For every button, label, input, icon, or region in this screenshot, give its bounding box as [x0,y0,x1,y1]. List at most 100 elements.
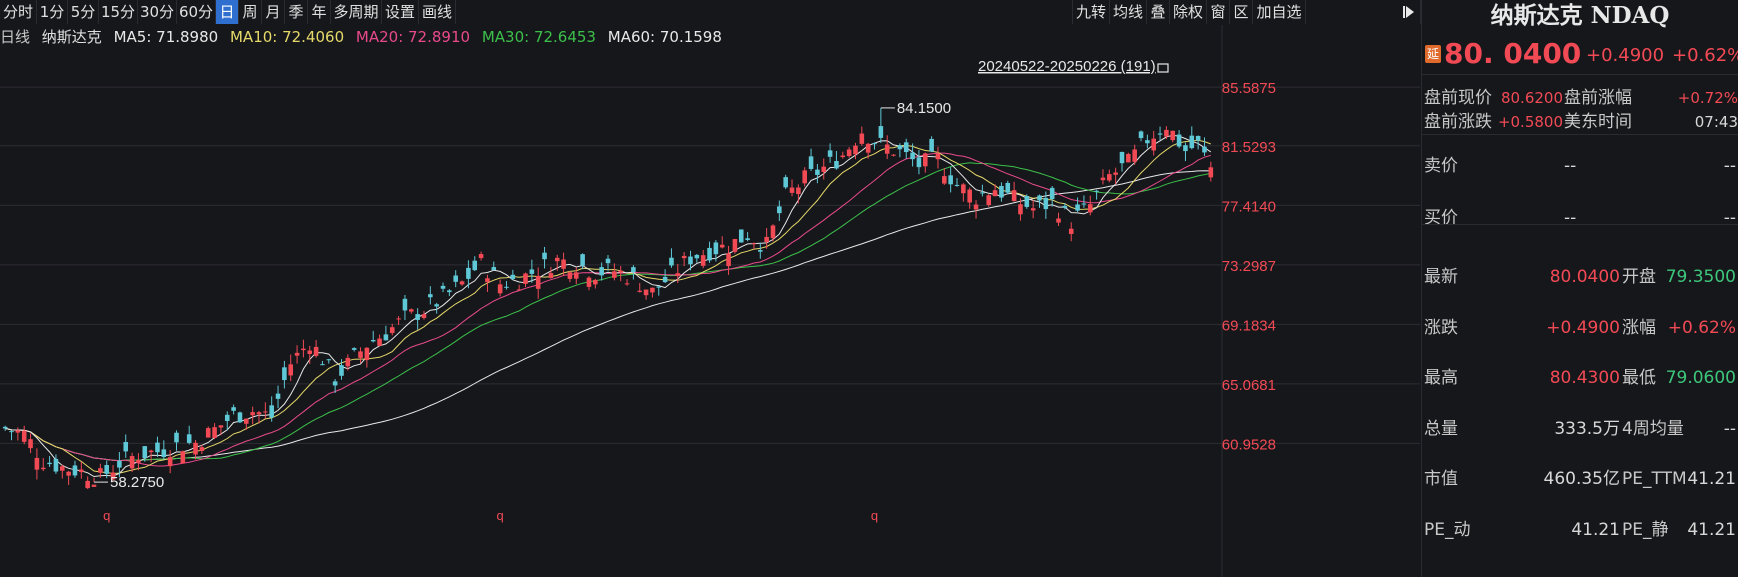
stat-label: 总量 [1424,418,1458,439]
period-tab[interactable]: 季 [285,0,308,24]
ma20-line [5,152,1211,467]
period-tab[interactable]: 多周期 [331,0,382,24]
period-tab[interactable]: 分时 [0,0,37,24]
period-tab[interactable]: 设置 [382,0,419,24]
tool-button[interactable]: 加自选 [1252,0,1306,24]
candle-body [459,281,465,285]
candle-body [535,275,541,289]
candle-body [1100,177,1106,181]
candle-body [79,469,84,473]
candle-body [1005,182,1011,193]
candle-body [656,286,662,288]
max-label: 84.1500 [897,100,951,117]
candle-body [1164,129,1169,137]
candle-body [123,442,129,452]
candle-body [1049,187,1055,200]
candle-body [174,432,179,443]
period-tab[interactable]: 日 [216,0,239,24]
price-change: +0.4900 [1586,45,1665,66]
candle-body [269,405,274,418]
quote-panel: 纳斯达克 NDAQ 延 80. 0400 +0.4900 +0.62% 盘前现价… [1422,0,1738,577]
orderbook-volume: -- [1723,156,1736,176]
period-tab[interactable]: 1分 [37,0,68,24]
premarket-value: 80.6200 [1500,89,1563,107]
candle-body [624,283,630,285]
candle-body [910,152,915,160]
stat-value: 79.3500 [1665,267,1736,287]
candle-body [878,126,884,138]
candle-body [916,157,922,168]
candle-body [1075,204,1080,211]
period-tab[interactable]: 年 [308,0,331,24]
candle-body [199,447,205,451]
period-tab[interactable]: 5分 [68,0,99,24]
divider [1422,224,1738,225]
candle-body [66,471,71,476]
premarket-label: 盘前涨幅 [1564,88,1632,108]
candle-body [986,195,992,206]
period-label: 日线 [0,28,31,46]
premarket-value: 07:43 [1694,113,1738,131]
candle-body [263,411,268,413]
candle-body [726,253,731,267]
fullscreen-button[interactable] [1392,0,1421,24]
premarket-label: 盘前涨跌 [1424,112,1492,132]
candle-body [688,256,693,265]
period-tab[interactable]: 30分 [138,0,177,24]
stat-value: 333.5万 [1554,418,1620,439]
orderbook-label: 买价 [1424,208,1458,228]
stat-value: 460.35亿 [1543,469,1620,489]
candle-body [605,258,611,264]
candle-body [275,393,281,399]
candle-body [1208,167,1214,178]
candle-body [903,142,909,153]
candle-body [104,465,109,474]
stat-label: 最高 [1424,368,1458,388]
candle-body [567,272,573,279]
candle-body [1037,195,1042,201]
candlestick-chart[interactable]: 85.5875 81.5293 77.4140 73.2987 69.1834 65.06… [0,0,1420,577]
period-tab[interactable]: 月 [262,0,285,24]
period-tab[interactable]: 60分 [177,0,216,24]
candle-body [440,285,446,289]
y-tick-label: 77.4140 [1222,198,1276,215]
candle-body [212,427,217,438]
candle-body [161,449,167,458]
candle-body [662,276,668,283]
candle-body [865,143,871,153]
candle-body [1132,149,1137,162]
candle-body [1170,130,1176,141]
candle-body [808,156,814,169]
stat-label: 4周均量 [1622,418,1684,439]
candle-body [1151,138,1157,151]
candle-body [2,426,8,429]
candle-body [891,154,896,156]
candle-body [580,254,585,266]
candle-body [491,267,497,271]
candle-body [694,254,700,259]
candle-body [28,439,33,449]
delay-badge: 延 [1425,45,1441,63]
candle-body [186,434,192,443]
stat-value: +0.62% [1667,317,1736,338]
candle-body [98,468,103,473]
candle-body [434,304,439,307]
candle-body [256,412,262,415]
candle-body [789,187,795,193]
period-tab[interactable]: 周 [239,0,262,24]
candle-body [288,364,294,376]
orderbook-price: -- [1564,156,1577,176]
candle-body [650,287,655,293]
candle-body [637,290,643,292]
candle-body [1145,140,1150,144]
premarket-value: +0.72% [1677,89,1738,107]
period-tab[interactable]: 15分 [99,0,138,24]
period-tab[interactable]: 画线 [419,0,456,24]
candle-body [853,145,858,155]
candle-body [218,425,224,428]
candle-body [542,252,547,260]
candle-body [523,273,528,284]
candle-body [554,257,560,262]
candle-body [339,365,344,376]
stat-value: -- [1723,418,1736,439]
